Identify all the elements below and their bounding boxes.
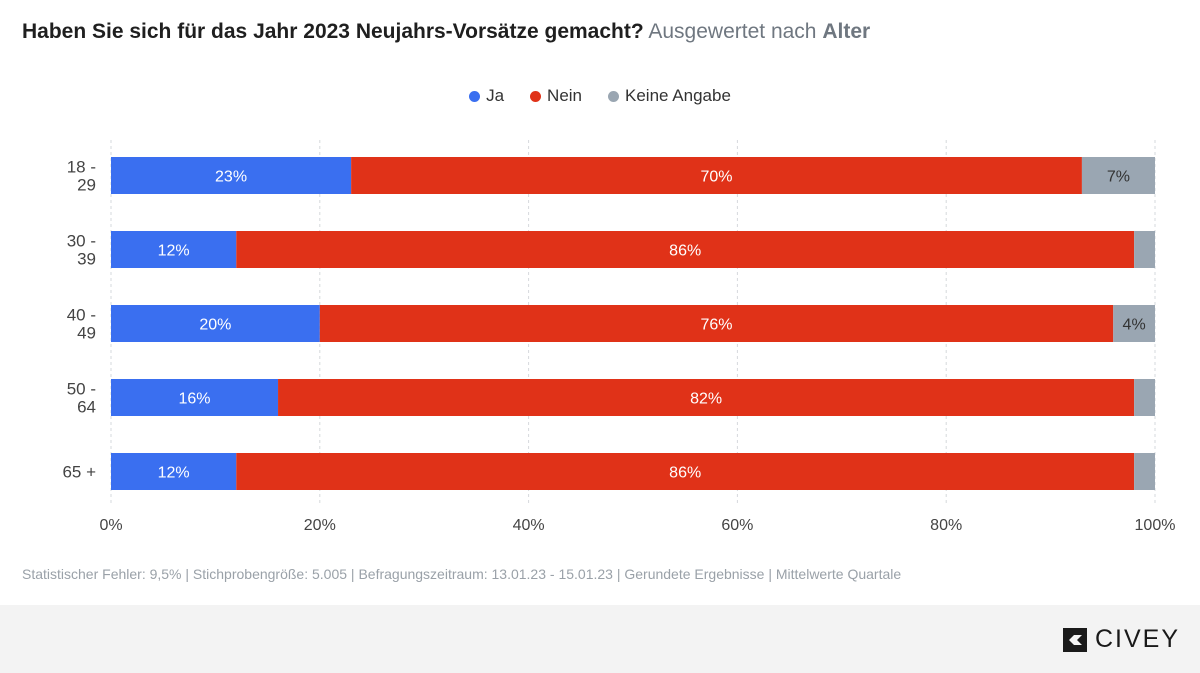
data-label: 86% [669, 465, 701, 482]
x-tick-label: 40% [513, 517, 545, 534]
bar-segment [319, 305, 1114, 342]
footer: CIVEY [0, 605, 1200, 673]
data-label: 86% [669, 243, 701, 260]
footnote: Statistischer Fehler: 9,5% | Stichproben… [22, 566, 902, 582]
bar-segment [111, 453, 237, 490]
bar-segment [351, 157, 1082, 194]
bar-segment [236, 231, 1135, 268]
category-label: 65 + [62, 463, 96, 482]
legend-dot-keine-angabe [608, 90, 620, 102]
data-label: 12% [158, 243, 190, 260]
category-label: 18 -29 [67, 158, 96, 195]
legend-item-nein[interactable]: Nein [530, 86, 582, 106]
x-tick-label: 100% [1135, 517, 1176, 534]
legend-dot-nein [530, 90, 542, 102]
title-sub-bold: Alter [822, 20, 871, 43]
bar-segment [278, 379, 1135, 416]
legend-label-ja: Ja [486, 86, 505, 105]
legend-label-nein: Nein [547, 86, 583, 105]
data-label: 70% [701, 169, 733, 186]
bar-segment [111, 157, 352, 194]
bar-chart: 0% 20% 40% 60% 80% 100% 18 -29 23% 70% 7% 30 -39 12… [62, 140, 1176, 534]
bar-segment [1134, 453, 1155, 490]
category-label: 40 -49 [67, 306, 96, 343]
bar-segment [111, 305, 320, 342]
data-label: 16% [179, 391, 211, 408]
x-tick-label: 80% [930, 517, 962, 534]
legend-item-ja[interactable]: Ja [469, 86, 504, 106]
bar-segment [1134, 379, 1155, 416]
legend-label-keine-angabe: Keine Angabe [625, 86, 731, 105]
legend: Ja Nein Keine Angabe [0, 86, 1200, 106]
category-label: 30 -39 [67, 232, 96, 269]
bar-segment [1134, 231, 1155, 268]
data-label: 82% [690, 391, 722, 408]
data-label: 12% [158, 465, 190, 482]
bar-segment [1081, 157, 1155, 194]
title-sub: Ausgewertet nach Alter [648, 20, 870, 43]
brand-name: CIVEY [1094, 625, 1180, 653]
legend-dot-ja [469, 90, 481, 102]
chart-title: Haben Sie sich für das Jahr 2023 Neujahr… [22, 20, 870, 44]
data-label: 4% [1123, 317, 1146, 334]
data-label: 76% [701, 317, 733, 334]
brand-logo[interactable]: CIVEY [1062, 625, 1180, 654]
data-label: 7% [1107, 169, 1130, 186]
data-label: 23% [215, 169, 247, 186]
title-main: Haben Sie sich für das Jahr 2023 Neujahr… [22, 20, 644, 43]
x-tick-label: 20% [304, 517, 336, 534]
bar-segment [236, 453, 1135, 490]
bar-segment [1113, 305, 1155, 342]
x-tick-label: 60% [721, 517, 753, 534]
category-label: 50 -64 [67, 380, 96, 417]
x-tick-label: 0% [99, 517, 122, 534]
bar-segment [111, 231, 237, 268]
legend-item-keine-angabe[interactable]: Keine Angabe [608, 86, 731, 106]
bar-segment [111, 379, 279, 416]
title-sub-prefix: Ausgewertet nach [648, 20, 817, 43]
civey-logo-icon [1062, 627, 1087, 652]
data-label: 20% [199, 317, 231, 334]
